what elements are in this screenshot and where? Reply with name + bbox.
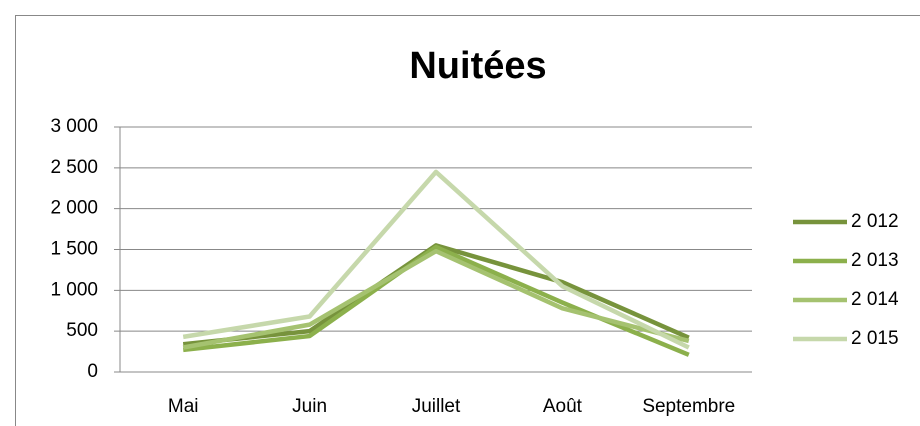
y-tick-label: 2 500 (50, 157, 98, 178)
chart-frame (15, 15, 920, 426)
series-line (182, 169, 690, 350)
y-tick-label: 500 (66, 320, 98, 341)
y-tick-label: 3 000 (50, 116, 98, 137)
x-tick-label: Juin (292, 396, 327, 417)
y-tick-label: 1 500 (50, 239, 98, 260)
x-tick-label: Septembre (642, 396, 735, 417)
x-tick-label: Mai (168, 396, 199, 417)
x-tick-label: Juillet (412, 396, 461, 417)
legend-label: 2 015 (851, 328, 899, 349)
chart-title: Nuitées (409, 45, 546, 87)
series-line (182, 248, 690, 350)
legend-label: 2 013 (851, 250, 899, 271)
x-tick-label: Août (543, 396, 583, 417)
y-tick-label: 1 000 (50, 279, 98, 300)
y-tick-label: 0 (87, 361, 98, 382)
legend-label: 2 014 (851, 289, 899, 310)
y-tick-label: 2 000 (50, 198, 98, 219)
legend-label: 2 012 (851, 211, 899, 232)
